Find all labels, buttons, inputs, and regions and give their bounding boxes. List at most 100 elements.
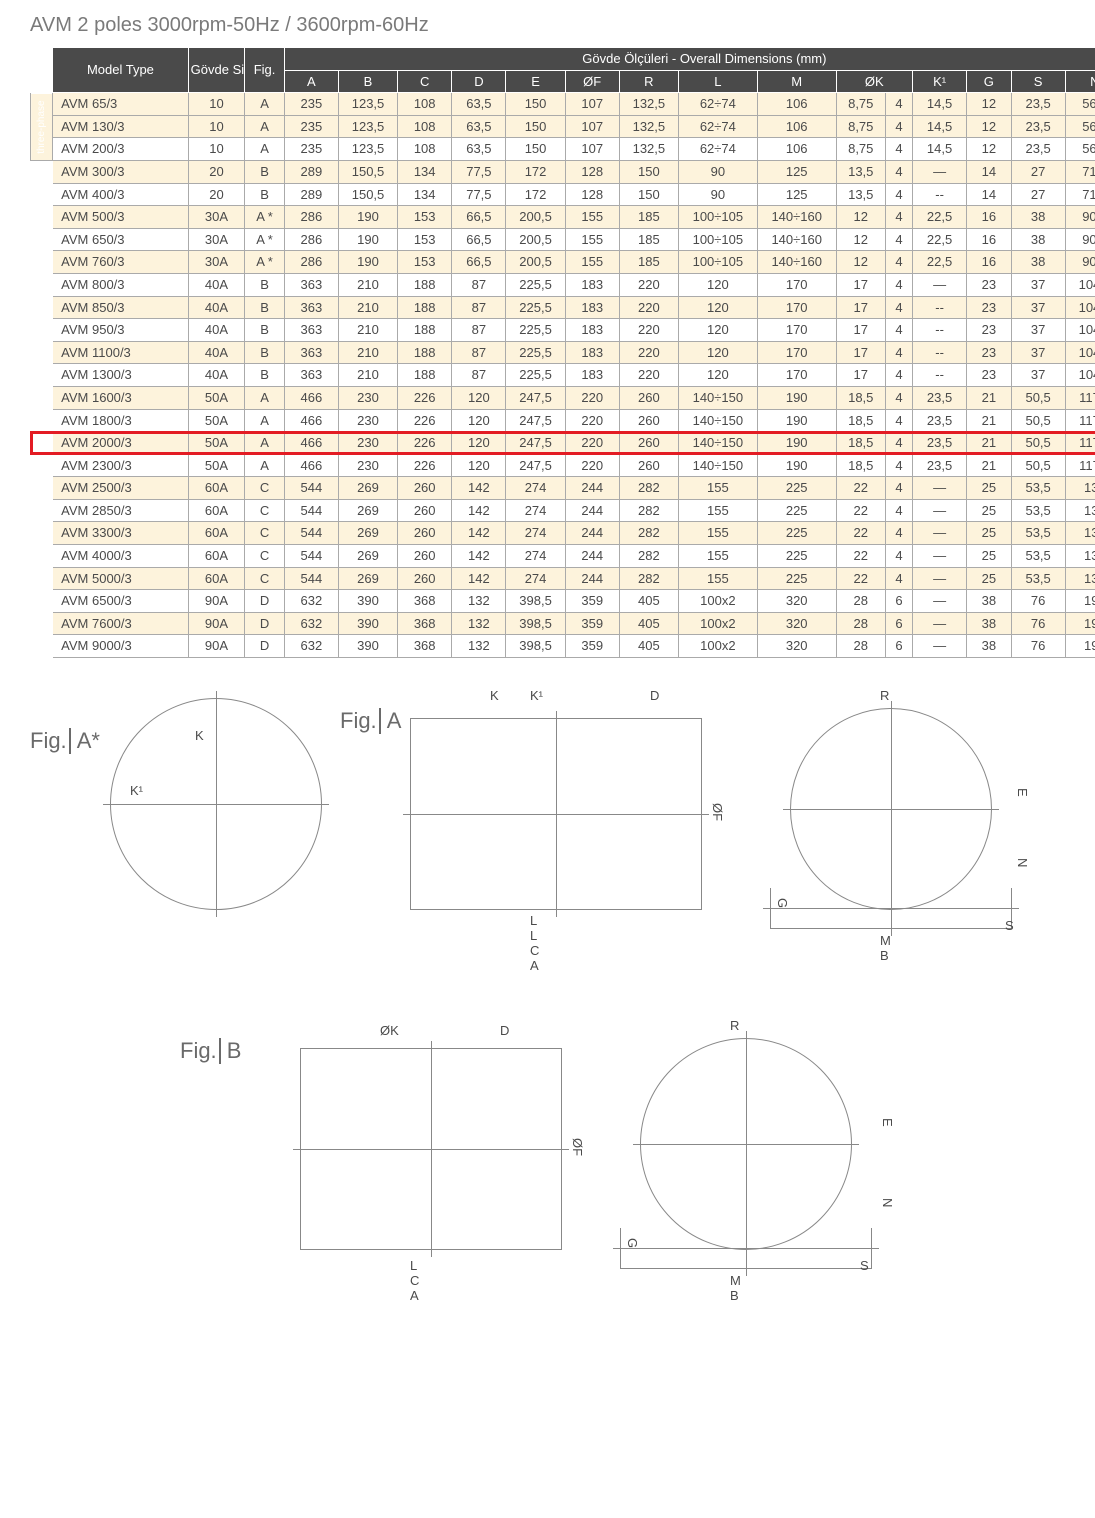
dim-l2: L [530,928,537,943]
cell-g: 14 [967,183,1011,206]
cell-b: 190 [338,251,397,274]
cell-of: 183 [565,319,619,342]
cell-m: 170 [757,341,836,364]
cell-ok: 17 [836,341,885,364]
cell-r: 220 [619,319,678,342]
cell-d: 120 [452,409,506,432]
cell-ok: 28 [836,590,885,613]
cell-g: 90A [188,612,245,635]
dim-ab: A [410,1288,419,1303]
cell-ok2: 6 [885,612,912,635]
cell-s: 53,5 [1011,477,1065,500]
cell-g: 25 [967,545,1011,568]
cell-fig: A * [245,228,284,251]
cell-ok: 18,5 [836,386,885,409]
cell-fig: A [245,454,284,477]
header-l: L [678,70,757,93]
dim-of: ØF [710,803,725,821]
cell-ok: 18,5 [836,454,885,477]
cell-fig: C [245,567,284,590]
cell-m: 106 [757,115,836,138]
figures: Fig.A* K K¹ Fig.A K¹ K D ØF L L C A R E … [30,688,1095,1348]
cell-ok: 12 [836,206,885,229]
cell-a: 466 [284,409,338,432]
table-row: AVM 2300/350AA466230226120247,5220260140… [31,454,1095,477]
dim-l: L [530,913,537,928]
cell-a: 289 [284,183,338,206]
cell-e: 247,5 [506,409,565,432]
cell-d: 87 [452,296,506,319]
cell-r: 220 [619,364,678,387]
cell-a: 363 [284,296,338,319]
cell-m: 225 [757,477,836,500]
cell-model: AVM 300/3 [53,160,189,183]
cell-c: 226 [398,386,452,409]
header-c: C [398,70,452,93]
cell-fig: A [245,138,284,161]
cell-s: 76 [1011,612,1065,635]
cell-b: 150,5 [338,160,397,183]
cell-r: 220 [619,341,678,364]
table-row: AVM 4000/360AC54426926014227424428215522… [31,545,1095,568]
cell-m: 190 [757,432,836,455]
cell-d: 87 [452,273,506,296]
table-row: AVM 1600/350AA466230226120247,5220260140… [31,386,1095,409]
cell-g: 38 [967,635,1011,658]
cell-d: 142 [452,522,506,545]
cell-model: AVM 2300/3 [53,454,189,477]
cell-b: 269 [338,567,397,590]
cell-n: 104,5 [1065,273,1095,296]
cell-a: 363 [284,319,338,342]
cell-r: 185 [619,251,678,274]
table-row: AVM 2850/360AC54426926014227424428215522… [31,499,1095,522]
cell-b: 230 [338,432,397,455]
cell-of: 155 [565,251,619,274]
cell-g: 60A [188,522,245,545]
page-title: AVM 2 poles 3000rpm-50Hz / 3600rpm-60Hz [30,14,1095,37]
dim-k1b: K¹ [530,688,543,703]
cell-n: 196 [1065,635,1095,658]
cell-ok: 17 [836,273,885,296]
table-row: AVM 850/340AB36321018887225,518322012017… [31,296,1095,319]
cell-l: 120 [678,296,757,319]
cell-b: 210 [338,341,397,364]
cell-ok2: 6 [885,590,912,613]
cell-c: 226 [398,454,452,477]
cell-r: 132,5 [619,93,678,116]
cell-model: AVM 200/3 [53,138,189,161]
fig-a-label: Fig.A [340,708,401,734]
cell-e: 274 [506,499,565,522]
table-row: AVM 6500/390AD632390368132398,5359405100… [31,590,1095,613]
cell-g: 50A [188,386,245,409]
fig-astar-label: Fig.A* [30,728,100,754]
cell-c: 188 [398,273,452,296]
cell-g: 21 [967,409,1011,432]
cell-fig: A [245,115,284,138]
cell-c: 188 [398,364,452,387]
cell-s: 50,5 [1011,454,1065,477]
header-of: ØF [565,70,619,93]
cell-d: 132 [452,612,506,635]
cell-b: 230 [338,454,397,477]
table-row: AVM 130/310A235123,510863,5150107132,562… [31,115,1095,138]
cell-n: 71,5 [1065,160,1095,183]
cell-m: 225 [757,499,836,522]
cell-s: 37 [1011,273,1065,296]
header-e: E [506,70,565,93]
cell-ok2: 4 [885,319,912,342]
cell-g: 50A [188,409,245,432]
cell-n: 133 [1065,477,1095,500]
cell-g: 14 [967,160,1011,183]
cell-l: 90 [678,160,757,183]
cell-m: 140÷160 [757,251,836,274]
cell-r: 282 [619,477,678,500]
dimensions-table: Model Type Gövde Size Fig. Gövde Ölçüler… [30,47,1095,658]
cell-s: 53,5 [1011,567,1065,590]
cell-e: 172 [506,183,565,206]
fig-b-side [300,1048,562,1250]
dim-m: M [880,933,891,948]
table-row: AVM 950/340AB36321018887225,518322012017… [31,319,1095,342]
cell-a: 363 [284,364,338,387]
cell-e: 225,5 [506,273,565,296]
cell-l: 140÷150 [678,454,757,477]
